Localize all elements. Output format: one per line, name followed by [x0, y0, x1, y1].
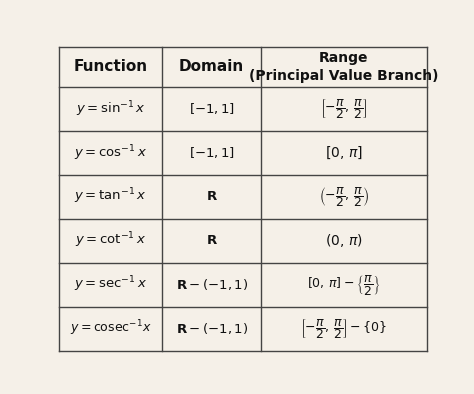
Text: Domain: Domain — [179, 59, 244, 74]
Text: $\mathbf{R} - (-1, 1)$: $\mathbf{R} - (-1, 1)$ — [175, 321, 248, 336]
Text: $y = \sec^{-1} x$: $y = \sec^{-1} x$ — [74, 275, 147, 294]
Text: $y = \sin^{-1} x$: $y = \sin^{-1} x$ — [76, 99, 146, 119]
Text: $\left[-\dfrac{\pi}{2},\, \dfrac{\pi}{2}\right] - \{0\}$: $\left[-\dfrac{\pi}{2},\, \dfrac{\pi}{2}… — [301, 317, 388, 341]
Text: $\mathbf{R} - (-1, 1)$: $\mathbf{R} - (-1, 1)$ — [175, 277, 248, 292]
Text: $y = \mathrm{cosec}^{-1} x$: $y = \mathrm{cosec}^{-1} x$ — [70, 319, 151, 338]
Text: $[0,\, \pi]$: $[0,\, \pi]$ — [325, 145, 363, 161]
Text: Function: Function — [73, 59, 148, 74]
Text: $\mathbf{R}$: $\mathbf{R}$ — [206, 190, 218, 203]
Text: $[-1, 1]$: $[-1, 1]$ — [189, 101, 235, 116]
Text: $y = \cos^{-1} x$: $y = \cos^{-1} x$ — [74, 143, 147, 162]
Text: $y = \tan^{-1} x$: $y = \tan^{-1} x$ — [74, 187, 147, 206]
Text: $\left[-\dfrac{\pi}{2},\, \dfrac{\pi}{2}\right]$: $\left[-\dfrac{\pi}{2},\, \dfrac{\pi}{2}… — [320, 97, 368, 121]
Text: $[-1, 1]$: $[-1, 1]$ — [189, 145, 235, 160]
Text: $\left(-\dfrac{\pi}{2},\, \dfrac{\pi}{2}\right)$: $\left(-\dfrac{\pi}{2},\, \dfrac{\pi}{2}… — [319, 185, 369, 209]
Text: $\mathbf{R}$: $\mathbf{R}$ — [206, 234, 218, 247]
Text: $[0,\, \pi] - \left\{\dfrac{\pi}{2}\right\}$: $[0,\, \pi] - \left\{\dfrac{\pi}{2}\righ… — [307, 273, 381, 297]
Text: $(0,\, \pi)$: $(0,\, \pi)$ — [325, 232, 363, 249]
Text: Range
(Principal Value Branch): Range (Principal Value Branch) — [249, 51, 439, 83]
Text: $y = \cot^{-1} x$: $y = \cot^{-1} x$ — [75, 231, 146, 251]
